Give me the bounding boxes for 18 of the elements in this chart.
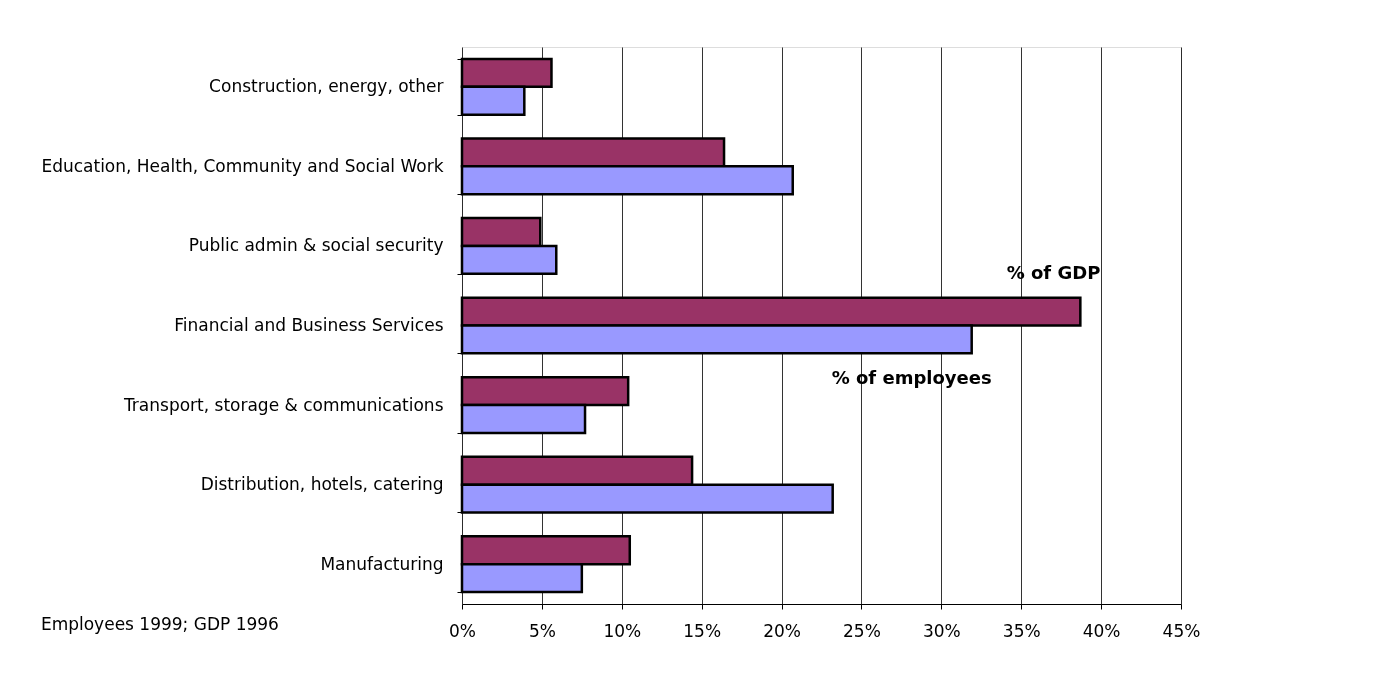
x-tick-label: 0%: [449, 620, 476, 641]
y-tick-label: Transport, storage & communications: [122, 394, 444, 415]
x-tick-label: 35%: [1002, 620, 1041, 641]
x-tick-label: 30%: [922, 620, 961, 641]
x-tick-label: 20%: [763, 620, 801, 641]
y-tick-label: Manufacturing: [320, 553, 444, 574]
x-tick-label: 10%: [603, 620, 642, 641]
x-tick-label: 40%: [1082, 620, 1121, 641]
x-tick-label: 5%: [528, 620, 556, 641]
y-tick-label: Education, Health, Community and Social Work: [41, 155, 444, 176]
y-tick-label: Public admin & social security: [188, 235, 444, 256]
x-tick-label: 15%: [683, 620, 722, 641]
text: Employees 1999; GDP 1996: [40, 614, 279, 634]
y-tick-label: Financial and Business Services: [174, 315, 444, 335]
y-tick-label: Construction, energy, other: [209, 76, 444, 97]
x-tick-label: 25%: [843, 620, 881, 641]
x-tick-label: 45%: [1162, 620, 1201, 641]
y-tick-label: Distribution, hotels, catering: [200, 474, 444, 495]
